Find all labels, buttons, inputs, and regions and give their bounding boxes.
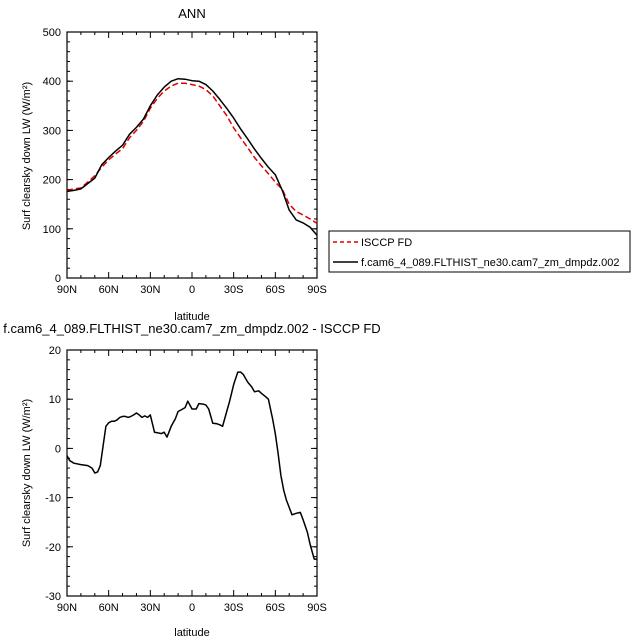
bottom-x-tick-label: 90S [307,602,327,614]
bottom-x-axis-label: latitude [174,627,209,639]
top-y-tick-label: 300 [43,125,61,137]
bottom-plot-frame [66,349,318,597]
top-x-axis-label: latitude [174,311,209,323]
legend-model-label: f.cam6_4_089.FLTHIST_ne30.cam7_zm_dmpdz.… [361,257,619,269]
legend-box [328,230,631,273]
top-x-tick-label: 60S [266,284,286,296]
bottom-y-tick-label: -10 [45,493,61,505]
top-x-tick-label: 30N [140,284,160,296]
bottom-y-tick-label: -20 [45,542,61,554]
top-panel: ANN 90N 60N 30N 0 30S 60S 90S0100200300400500 … [21,6,327,323]
top-plot-frame [66,31,318,279]
top-y-tick-label: 400 [43,76,61,88]
bottom-y-tick-label: 0 [55,443,61,455]
top-x-tick-label: 30S [224,284,244,296]
bottom-series-line-0 [66,371,317,560]
bottom-y-tick-label: 20 [49,345,61,357]
bottom-x-tick-label: 30S [224,602,244,614]
top-y-tick-label: 200 [43,175,61,187]
top-x-tick-label: 0 [189,284,195,296]
bottom-y-tick-label: -30 [45,591,61,603]
top-chart-title: ANN [178,6,205,21]
bottom-panel: f.cam6_4_089.FLTHIST_ne30.cam7_zm_dmpdz.… [3,321,380,639]
top-y-tick-label: 0 [55,273,61,285]
top-y-tick-label: 500 [43,27,61,39]
legend-isccp-label: ISCCP FD [361,237,412,249]
top-series-line-1 [66,77,318,236]
bottom-x-tick-label: 30N [140,602,160,614]
bottom-chart-title: f.cam6_4_089.FLTHIST_ne30.cam7_zm_dmpdz.… [3,321,380,336]
top-series-line-0 [66,82,318,225]
bottom-x-tick-label: 60N [99,602,119,614]
bottom-x-tick-label: 90N [57,602,77,614]
top-x-tick-label: 90N [57,284,77,296]
bottom-y-axis-label: Surf clearsky down LW (W/m²) [21,399,33,547]
bottom-x-tick-label: 0 [189,602,195,614]
bottom-x-tick-label: 60S [266,602,286,614]
top-x-tick-label: 60N [99,284,119,296]
top-y-axis-label: Surf clearsky down LW (W/m²) [21,82,33,230]
top-x-tick-label: 90S [307,284,327,296]
legend: ISCCP FD f.cam6_4_089.FLTHIST_ne30.cam7_… [328,230,631,273]
bottom-y-tick-label: 10 [49,394,61,406]
top-y-tick-label: 100 [43,224,61,236]
